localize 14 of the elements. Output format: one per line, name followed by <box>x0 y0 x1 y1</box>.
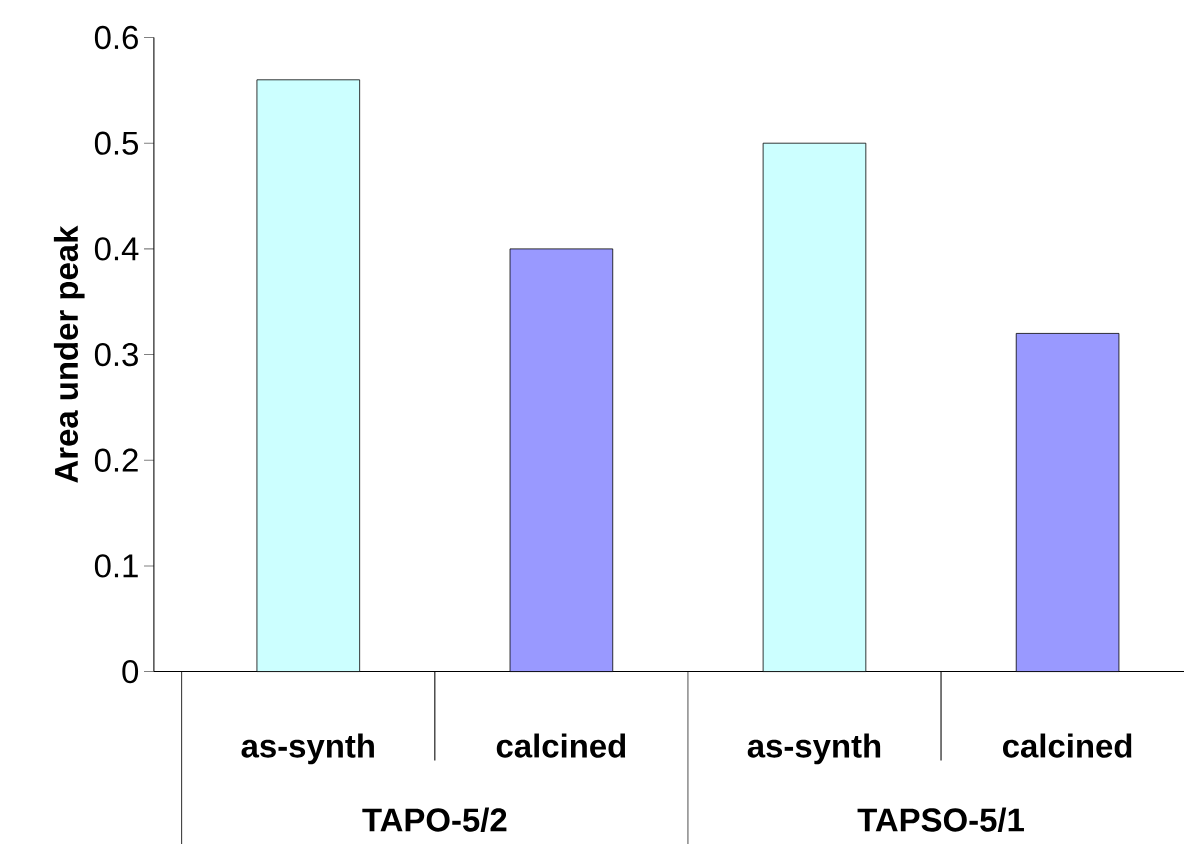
x-tick-label: calcined <box>1002 733 1132 758</box>
y-axis-title: Area under peak <box>53 225 85 483</box>
y-tick-label: 0.6 <box>94 25 138 49</box>
x-tick-label: as-synth <box>747 733 881 765</box>
y-tick-label: 0.1 <box>94 554 138 578</box>
y-tick-label: 0.3 <box>94 342 138 367</box>
y-tick-label: 0.2 <box>94 448 138 472</box>
x-tick-label: as-synth <box>241 733 374 765</box>
text: TAPSO-5/1 <box>857 807 1024 832</box>
x-tick-label: calcined <box>496 733 626 758</box>
y-tick-label: 0.4 <box>94 237 139 261</box>
y-tick-label: 0.5 <box>94 131 138 155</box>
text: TAPO-5/2 <box>362 807 507 832</box>
y-tick-label: 0 <box>122 659 139 684</box>
